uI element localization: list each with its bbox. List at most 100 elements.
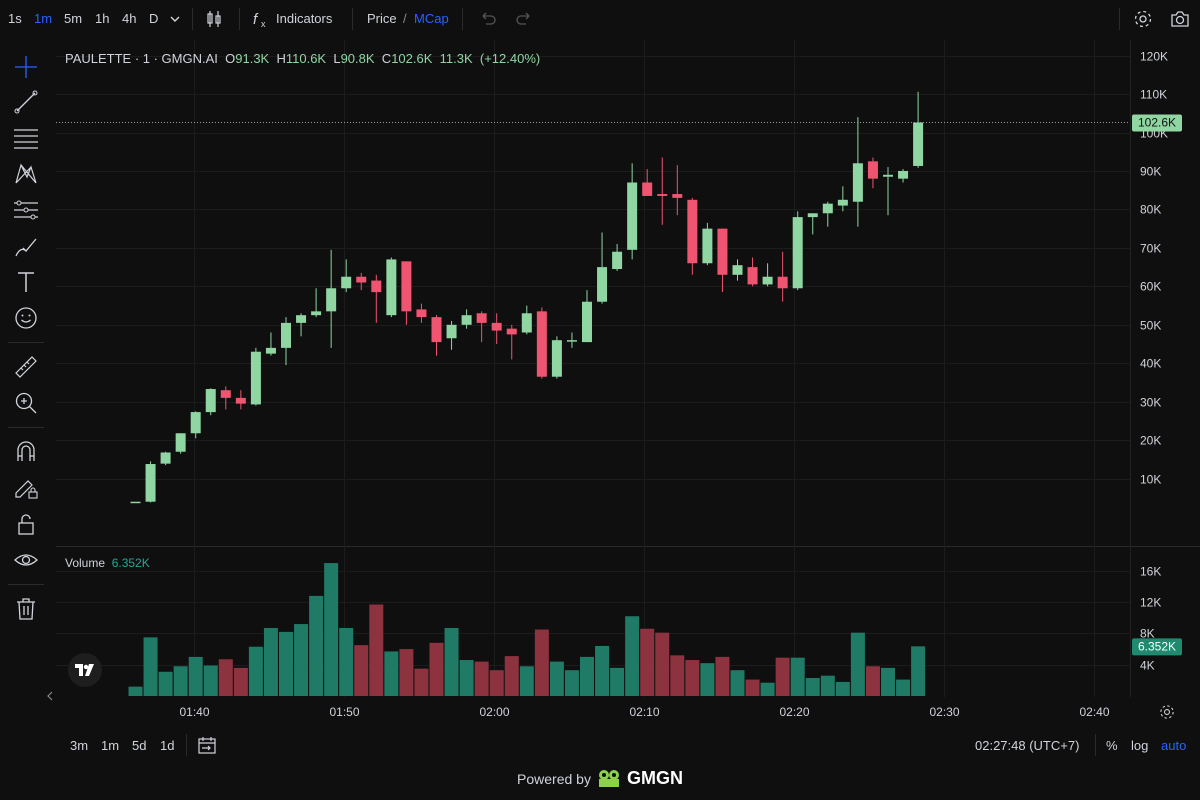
- open-value: 91.3K: [235, 51, 270, 66]
- undo-icon[interactable]: [477, 8, 499, 30]
- candlesticks: [130, 91, 924, 504]
- ruler-icon[interactable]: [13, 354, 39, 380]
- volume-bar: [580, 656, 594, 696]
- trend-line-icon[interactable]: [13, 89, 39, 115]
- timeframe-1m[interactable]: 1m: [34, 11, 53, 26]
- candle-body: [446, 324, 457, 339]
- ohlc-legend: PAULETTE · 1 · GMGN.AI O91.3K H110.6K L9…: [65, 51, 540, 66]
- powered-by-text: Powered by: [517, 770, 591, 787]
- indicators-button[interactable]: Indicators: [276, 11, 333, 26]
- time-tick-label: 02:00: [479, 705, 509, 719]
- lock-pencil-icon[interactable]: [13, 475, 39, 501]
- time-tick-label: 02:20: [779, 705, 809, 719]
- timeframe-d[interactable]: D: [149, 11, 159, 26]
- timeframe-1h[interactable]: 1h: [95, 11, 110, 26]
- log-toggle[interactable]: log: [1131, 738, 1149, 753]
- volume-bar: [248, 646, 263, 696]
- top-toolbar: 1s 1m 5m 1h 4h D f x Indicators Price / …: [0, 0, 1200, 38]
- mcap-toggle[interactable]: MCap: [414, 11, 449, 26]
- candle-body: [672, 194, 683, 198]
- fib-icon[interactable]: [13, 197, 39, 223]
- camera-icon[interactable]: [1169, 8, 1191, 30]
- price-tick-label: 40K: [1140, 357, 1161, 371]
- price-tick-label: 80K: [1140, 203, 1161, 217]
- volume-bar: [820, 675, 835, 696]
- brush-icon[interactable]: [13, 233, 39, 259]
- emoji-icon[interactable]: [13, 305, 39, 331]
- volume-bar: [700, 663, 715, 696]
- low-label: L: [333, 51, 341, 66]
- candle-body: [521, 313, 532, 333]
- volume-bar: [730, 670, 745, 696]
- current-price-badge: [1132, 114, 1182, 132]
- auto-toggle[interactable]: auto: [1161, 738, 1187, 753]
- candle-body: [160, 452, 171, 464]
- lock-icon[interactable]: [13, 511, 39, 537]
- symbol-title[interactable]: PAULETTE · 1 · GMGN.AI: [65, 51, 218, 66]
- candle-body: [642, 182, 653, 196]
- percent-toggle[interactable]: %: [1106, 738, 1118, 753]
- volume-bar: [429, 642, 444, 696]
- candle-body: [657, 194, 668, 196]
- volume-bar: [414, 668, 429, 696]
- calendar-range-icon[interactable]: [197, 735, 217, 755]
- axis-settings-icon[interactable]: [1158, 703, 1176, 721]
- crosshair-icon[interactable]: [13, 54, 39, 80]
- svg-text:f: f: [253, 11, 259, 28]
- current-volume-badge: [1132, 638, 1182, 656]
- gmgn-brand: GMGN: [626, 768, 683, 788]
- timeframe-5m[interactable]: 5m: [64, 11, 83, 26]
- tradingview-logo[interactable]: [68, 653, 102, 687]
- range-5d[interactable]: 5d: [132, 738, 147, 753]
- candle-body: [627, 182, 638, 250]
- candle-body: [777, 276, 788, 289]
- candle-body: [687, 199, 698, 264]
- gear-icon[interactable]: [1132, 8, 1154, 30]
- bar-chart-icon[interactable]: [203, 8, 225, 30]
- volume-bar: [279, 631, 293, 696]
- high-label: H: [276, 51, 286, 66]
- clock-display[interactable]: 02:27:48 (UTC+7): [975, 738, 1080, 753]
- timeframe-1s[interactable]: 1s: [8, 11, 22, 26]
- volume-bar: [233, 667, 248, 696]
- chevron-down-icon[interactable]: [168, 12, 182, 26]
- price-tick-label: 50K: [1140, 319, 1161, 333]
- volume-axis: 4K 8K 12K 16K: [1140, 565, 1161, 673]
- candle-body: [145, 464, 156, 502]
- fx-icon[interactable]: f x: [250, 8, 272, 30]
- volume-bar: [294, 624, 309, 696]
- volume-bar: [203, 665, 218, 696]
- volume-bar: [489, 670, 504, 696]
- open-label: O: [225, 51, 236, 66]
- volume-bar: [595, 645, 610, 696]
- volume-bars: [128, 563, 926, 696]
- volume-bar: [218, 659, 233, 696]
- range-3m[interactable]: 3m: [70, 738, 89, 753]
- volume-tick-label: 4K: [1140, 659, 1155, 673]
- current-price-line: 102.6K 6.352K: [56, 114, 1182, 656]
- candle-body: [235, 397, 246, 404]
- timeframe-4h[interactable]: 4h: [122, 11, 137, 26]
- zoom-icon[interactable]: [13, 390, 39, 416]
- trash-icon[interactable]: [13, 596, 39, 622]
- range-1m[interactable]: 1m: [101, 738, 120, 753]
- price-tick-label: 90K: [1140, 165, 1161, 179]
- volume-bar: [504, 656, 519, 696]
- volume-bar: [399, 649, 414, 696]
- price-toggle[interactable]: Price: [367, 11, 397, 26]
- time-tick-label: 02:30: [929, 705, 959, 719]
- text-icon[interactable]: [13, 269, 39, 295]
- redo-icon[interactable]: [513, 8, 535, 30]
- candle-body: [341, 276, 352, 289]
- candle-body: [386, 259, 397, 316]
- range-1d[interactable]: 1d: [160, 738, 175, 753]
- eye-icon[interactable]: [13, 547, 39, 573]
- magnet-icon[interactable]: [13, 439, 39, 465]
- volume-bar: [790, 657, 805, 696]
- horizontal-lines-icon[interactable]: [13, 125, 39, 151]
- volume-bar: [564, 670, 579, 696]
- collapse-chevron-icon[interactable]: [45, 690, 55, 702]
- pattern-icon[interactable]: [13, 161, 39, 187]
- price-tick-label: 60K: [1140, 280, 1161, 294]
- volume-bar: [324, 563, 339, 696]
